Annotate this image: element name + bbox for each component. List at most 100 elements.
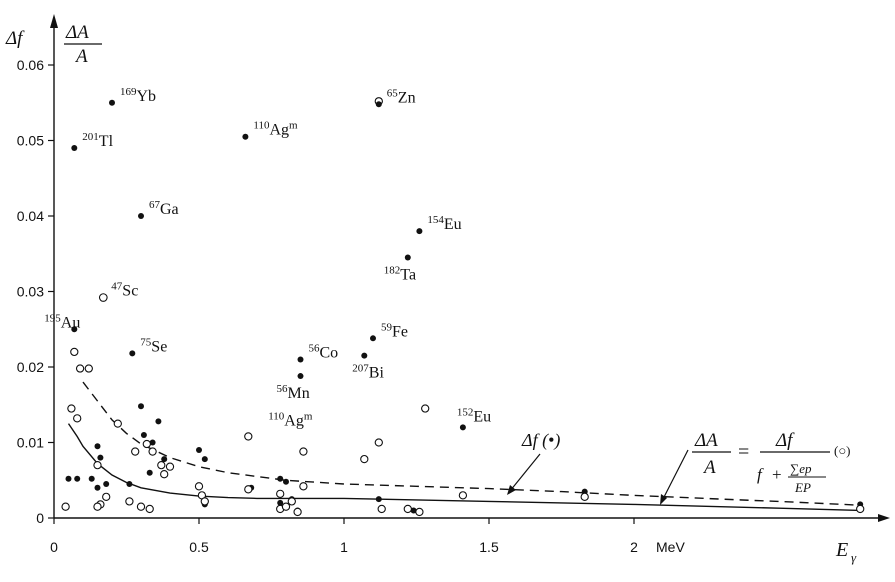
point-labels: 169Yb201Tl110Agm65Zn67Ga154Eu182Ta47Sc19… [44,86,491,430]
open-point [102,492,111,502]
nuclide-label: 154Eu [427,214,461,233]
filled-point [138,403,144,410]
mass-number: 110 [253,120,270,132]
open-point [360,454,369,464]
open-point [281,502,291,511]
labeled-point [404,254,411,261]
x-tick-label: 2 [630,539,638,555]
filled-point [94,484,101,491]
nuclide-label: 56Co [309,342,339,361]
labeled-point [297,356,304,363]
nuclide-label: 182Ta [384,265,416,284]
open-point [75,364,85,373]
filled-point [94,443,101,450]
x-tick-label: 0.5 [189,539,209,555]
filled-point [196,447,202,454]
formula-equals: = [738,441,749,463]
nuclide-label: 169Yb [120,86,156,105]
nuclide-label: 195Au [44,312,80,331]
filled-point [155,418,162,425]
labeled-point [370,335,376,342]
filled-point [88,475,95,482]
open-point [458,491,468,500]
labeled-point [242,133,249,140]
open-point [856,504,865,514]
labeled-point [129,350,136,357]
open-point [142,439,151,449]
open-point [293,507,302,517]
open-point [67,404,76,413]
y-tick-label: 0 [36,510,44,526]
open-point [415,507,424,517]
y-tick-label: 0.03 [17,284,44,300]
mass-number: 75 [140,336,152,348]
open-point [421,404,430,413]
ticks: 0 0.5 1 1.5 2 0 0.01 0.02 0.03 0.04 0.05 0.06 [17,57,638,555]
labeled-point [375,101,382,108]
y-axis-label-A: A [74,46,88,67]
mass-number: 56 [277,383,289,395]
formula-lhs-den: A [702,457,716,478]
element-symbol: Bi [369,365,385,382]
open-point [160,470,169,479]
element-symbol: Se [151,338,167,355]
element-symbol: Mn [288,385,310,402]
filled-point [97,454,104,461]
mass-number: 201 [82,131,99,143]
nuclide-label: 201Tl [82,131,113,150]
df-dashed-curve [82,381,861,506]
y-tick-label: 0.06 [17,57,44,73]
labeled-point [138,213,144,219]
filled-point [146,469,153,476]
open-point [84,364,93,373]
filled-point [65,475,72,482]
x-axis-arrow [878,514,890,522]
formula-den-plus: + [772,465,782,484]
filled-point [103,481,110,488]
filled-point [126,481,133,488]
mass-number: 207 [352,363,369,375]
formula-arrowhead [660,494,667,505]
mass-number: 56 [309,342,321,354]
element-symbol: Ag [269,122,289,139]
open-point [194,482,204,491]
labeled-point [98,293,108,302]
x-tick-label: 1.5 [479,539,499,555]
open-point [299,447,308,456]
mass-number: 182 [384,265,401,277]
open-point [580,492,589,502]
filled-point [140,431,147,438]
df-curve-arrow [509,453,541,492]
formula-lhs-num: ΔA [694,430,718,451]
annotations: Δf (•) ΔA A = Δf f + ∑ep EP (○) [507,430,851,505]
mass-number: 47 [111,281,123,293]
y-axis-arrow [50,14,58,28]
filled-point [201,456,208,463]
open-point [93,460,102,470]
filled-point [375,496,382,503]
open-point [145,504,154,514]
element-symbol: Zn [398,89,416,106]
open-point [136,502,146,511]
mass-number: 67 [149,199,161,211]
open-point [403,504,412,514]
open-point [287,497,296,506]
filled-point [277,499,284,506]
formula-tag: (○) [834,443,851,458]
open-point [113,419,122,428]
element-symbol: Au [61,314,81,331]
y-tick-label: 0.01 [17,435,44,451]
open-point [374,438,383,447]
formula-den-sum: ∑ep [790,461,812,476]
open-point [157,460,166,470]
labeled-point [71,145,78,152]
element-symbol: Fe [392,323,408,340]
element-symbol: Ta [400,267,416,284]
filled-point [149,439,156,446]
mass-number: 110 [268,410,285,422]
element-symbol: Ag [284,412,304,429]
mass-number: 195 [44,312,61,324]
y-tick-label: 0.04 [17,208,44,224]
y-tick-label: 0.05 [17,133,44,149]
isomer-mark: m [289,120,298,132]
